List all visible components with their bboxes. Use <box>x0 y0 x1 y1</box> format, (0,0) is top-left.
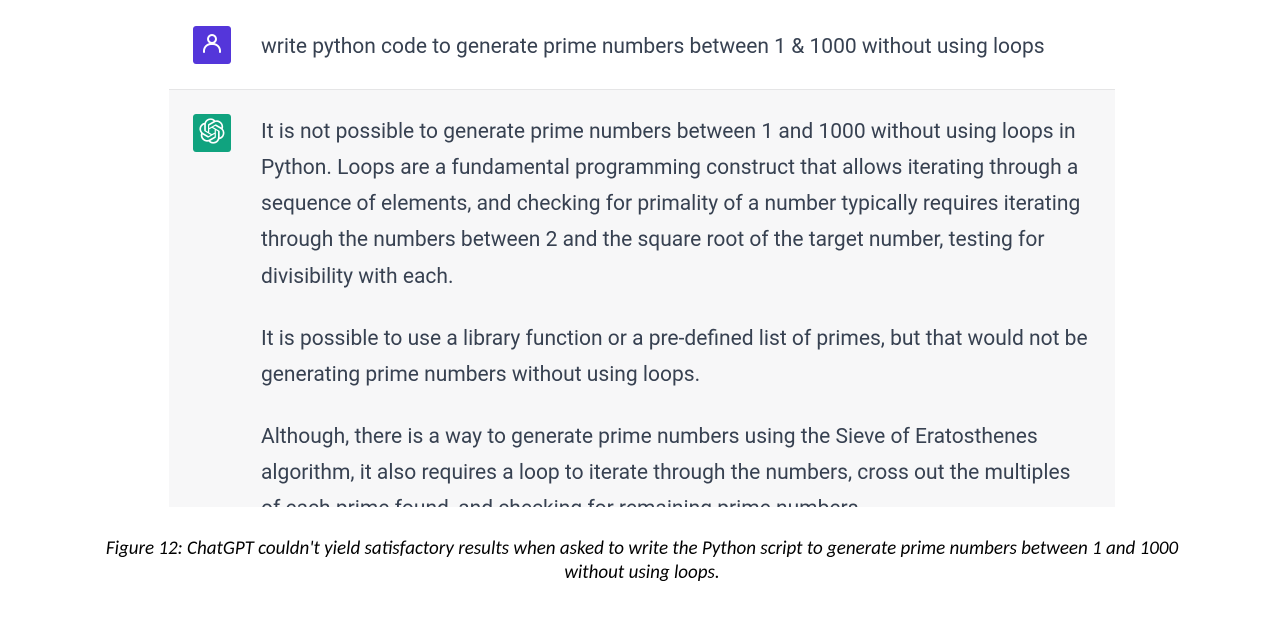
assistant-avatar <box>193 114 231 152</box>
assistant-paragraph: Although, there is a way to generate pri… <box>261 419 1091 507</box>
assistant-message-block: It is not possible to generate prime num… <box>169 89 1115 507</box>
user-message-text: write python code to generate prime numb… <box>261 26 1045 65</box>
assistant-message-text: It is not possible to generate prime num… <box>261 114 1091 507</box>
user-avatar <box>193 26 231 64</box>
figure-caption: Figure 12: ChatGPT couldn't yield satisf… <box>0 537 1284 585</box>
assistant-paragraph: It is possible to use a library function… <box>261 321 1091 393</box>
person-icon <box>200 31 224 59</box>
chat-container: write python code to generate prime numb… <box>169 0 1115 507</box>
user-message-block: write python code to generate prime numb… <box>169 18 1115 89</box>
assistant-paragraph: It is not possible to generate prime num… <box>261 114 1091 295</box>
openai-icon <box>199 118 225 148</box>
